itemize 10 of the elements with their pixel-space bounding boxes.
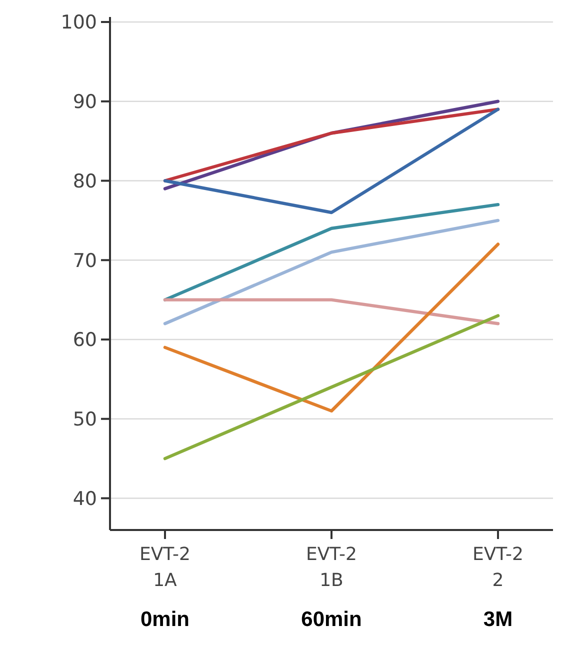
x-tick-label: EVT-2 2 3M <box>472 544 524 631</box>
y-tick-label: 80 <box>72 170 97 192</box>
y-tick-label: 90 <box>72 91 97 114</box>
y-tick-label: 40 <box>72 488 97 510</box>
y-tick-label: 60 <box>72 329 97 352</box>
x-tick-label: EVT-2 1A 0min <box>140 544 190 631</box>
y-tick-label: 70 <box>72 250 97 272</box>
y-tick-label: 50 <box>72 408 97 431</box>
x-tick-label: EVT-2 1B 60min <box>301 544 362 631</box>
y-tick-label: 100 <box>60 12 97 34</box>
